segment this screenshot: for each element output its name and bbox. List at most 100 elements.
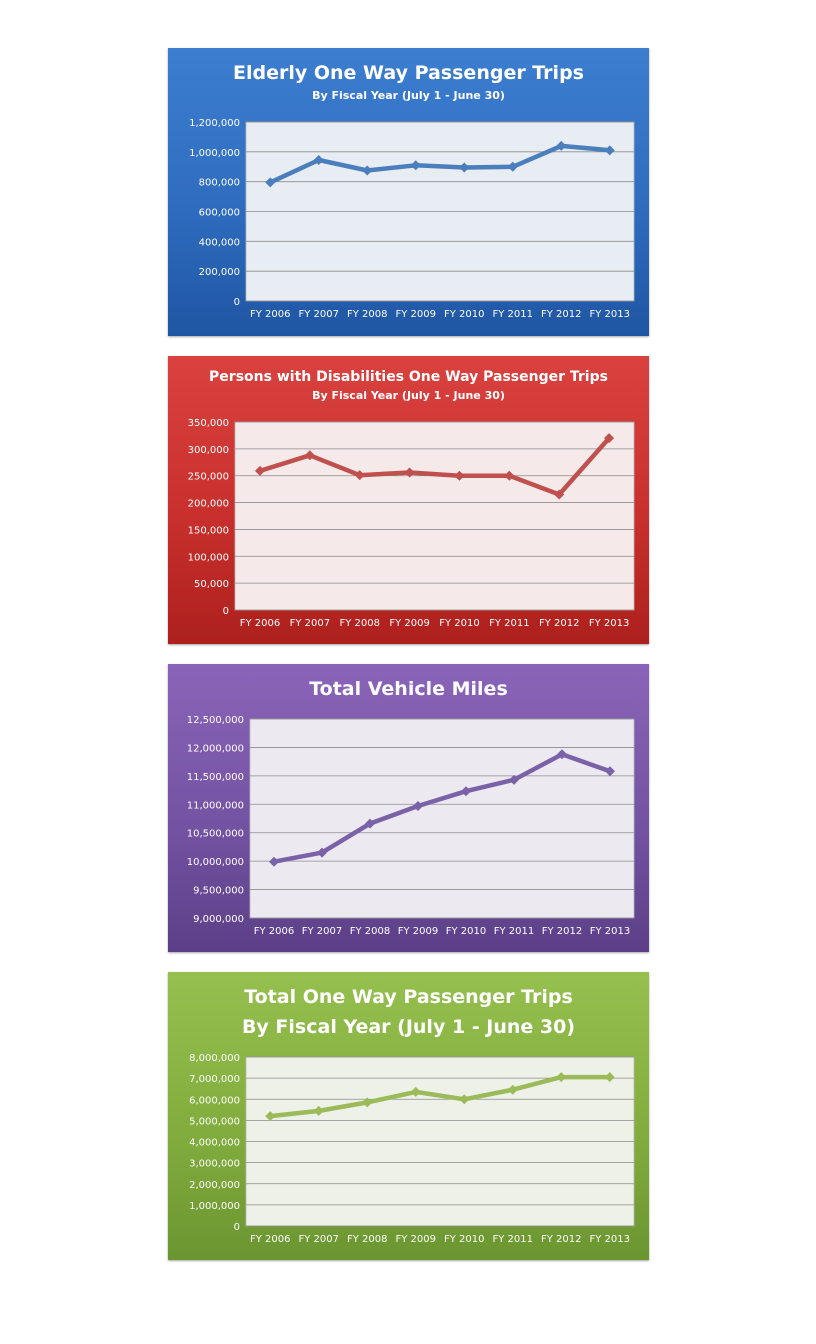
data-point — [354, 470, 365, 481]
data-point — [557, 749, 567, 760]
chart-title: Total One Way Passenger Trips — [244, 986, 573, 1008]
data-point — [362, 1097, 373, 1108]
x-tick-label: FY 2011 — [489, 618, 530, 629]
x-tick-label: FY 2007 — [299, 309, 340, 320]
data-point — [604, 1072, 615, 1083]
x-tick-label: FY 2007 — [290, 618, 331, 629]
x-tick-label: FY 2009 — [389, 618, 430, 629]
x-tick-label: FY 2010 — [444, 309, 485, 320]
y-tick-label: 300,000 — [188, 445, 229, 456]
y-tick-label: 200,000 — [188, 499, 229, 510]
y-tick-label: 1,000,000 — [189, 148, 240, 159]
data-point — [459, 1094, 470, 1105]
series-line — [268, 143, 613, 185]
x-tick-label: FY 2007 — [299, 1234, 340, 1245]
y-tick-label: 1,000,000 — [189, 1201, 240, 1212]
x-tick-label: FY 2008 — [347, 1234, 388, 1245]
y-tick-label: 9,000,000 — [193, 914, 244, 925]
y-tick-label: 8,000,000 — [189, 1053, 240, 1064]
data-point — [507, 161, 518, 172]
y-tick-label: 350,000 — [188, 418, 229, 429]
y-tick-label: 7,000,000 — [189, 1074, 240, 1085]
y-tick-label: 3,000,000 — [189, 1159, 240, 1170]
chart-title: Persons with Disabilities One Way Passen… — [209, 369, 608, 385]
data-point — [604, 433, 615, 444]
x-tick-label: FY 2012 — [541, 309, 582, 320]
data-point — [556, 140, 567, 151]
chart-svg: 0 1,000,000 2,000,000 3,000,000 4,000,000 5,0… — [189, 1053, 635, 1245]
x-tick-label: FY 2010 — [446, 926, 487, 937]
x-tick-label: FY 2008 — [347, 309, 388, 320]
y-tick-label: 0 — [223, 606, 229, 617]
data-point — [509, 774, 519, 785]
chart-title: Elderly One Way Passenger Trips — [233, 62, 584, 84]
x-tick-label: FY 2010 — [439, 618, 480, 629]
data-point — [507, 1084, 518, 1095]
data-point — [459, 162, 470, 173]
y-tick-label: 11,500,000 — [187, 772, 244, 783]
chart-panel-disabilities-trips: 0 50,000 100,000 150,000 200,000 250,000 300,0… — [168, 356, 649, 644]
plot-area — [234, 421, 635, 611]
y-tick-label: 100,000 — [188, 552, 229, 563]
x-tick-label: FY 2010 — [444, 1234, 485, 1245]
chart-subtitle: By Fiscal Year (July 1 - June 30) — [312, 389, 505, 402]
y-tick-label: 5,000,000 — [189, 1116, 240, 1127]
data-point — [362, 165, 373, 176]
x-tick-label: FY 2006 — [254, 926, 295, 937]
y-tick-label: 800,000 — [199, 178, 240, 189]
y-tick-label: 11,000,000 — [187, 800, 244, 811]
series-line — [257, 435, 612, 497]
x-tick-label: FY 2011 — [493, 309, 534, 320]
chart-title: Total Vehicle Miles — [309, 678, 508, 700]
chart-subtitle: By Fiscal Year (July 1 - June 30) — [312, 89, 505, 102]
y-tick-label: 9,500,000 — [193, 886, 244, 897]
y-tick-label: 50,000 — [194, 579, 229, 590]
data-point — [605, 766, 615, 777]
data-point — [604, 145, 615, 156]
chart-panel-vehicle-miles: 9,000,000 9,500,000 10,000,000 10,500,000 11… — [168, 664, 649, 952]
data-point — [365, 818, 375, 829]
chart-subtitle: By Fiscal Year (July 1 - June 30) — [241, 1016, 576, 1038]
x-tick-label: FY 2011 — [493, 1234, 534, 1245]
x-tick-label: FY 2012 — [542, 926, 583, 937]
x-tick-label: FY 2008 — [339, 618, 380, 629]
chart-svg: 9,000,000 9,500,000 10,000,000 10,500,000 11… — [187, 715, 635, 937]
chart-svg: 0 50,000 100,000 150,000 200,000 250,000 300,0… — [188, 418, 635, 629]
data-point — [410, 1086, 421, 1097]
x-tick-label: FY 2006 — [240, 618, 281, 629]
chart-svg: 0 200,000 400,000 600,000 800,000 1,000,000 1,… — [189, 118, 635, 320]
x-tick-label: FY 2008 — [350, 926, 391, 937]
y-tick-label: 4,000,000 — [189, 1138, 240, 1149]
x-tick-label: FY 2012 — [539, 618, 580, 629]
x-tick-label: FY 2007 — [302, 926, 343, 937]
data-point — [404, 467, 415, 478]
x-tick-label: FY 2012 — [541, 1234, 582, 1245]
y-tick-label: 150,000 — [188, 525, 229, 536]
plot-area — [249, 718, 635, 919]
data-point — [313, 155, 324, 166]
y-tick-label: 6,000,000 — [189, 1095, 240, 1106]
x-tick-label: FY 2013 — [590, 1234, 631, 1245]
chart-panel-elderly-trips: 0 200,000 400,000 600,000 800,000 1,000,000 1,… — [168, 48, 649, 336]
data-point — [304, 450, 315, 461]
data-point — [554, 489, 565, 500]
y-tick-label: 10,000,000 — [187, 857, 244, 868]
y-tick-label: 12,000,000 — [187, 743, 244, 754]
x-tick-label: FY 2013 — [590, 926, 631, 937]
x-tick-label: FY 2009 — [396, 1234, 437, 1245]
data-point — [556, 1072, 567, 1083]
series-line — [271, 752, 613, 864]
data-point — [269, 856, 279, 867]
y-tick-label: 1,200,000 — [189, 118, 240, 129]
y-tick-label: 400,000 — [199, 237, 240, 248]
data-point — [317, 847, 327, 858]
y-tick-label: 0 — [234, 1222, 240, 1233]
x-tick-label: FY 2009 — [398, 926, 439, 937]
data-point — [265, 177, 276, 188]
x-tick-label: FY 2011 — [494, 926, 535, 937]
x-tick-label: FY 2006 — [250, 1234, 291, 1245]
data-point — [265, 1111, 276, 1122]
y-tick-label: 250,000 — [188, 472, 229, 483]
y-tick-label: 10,500,000 — [187, 829, 244, 840]
x-tick-label: FY 2013 — [589, 618, 630, 629]
